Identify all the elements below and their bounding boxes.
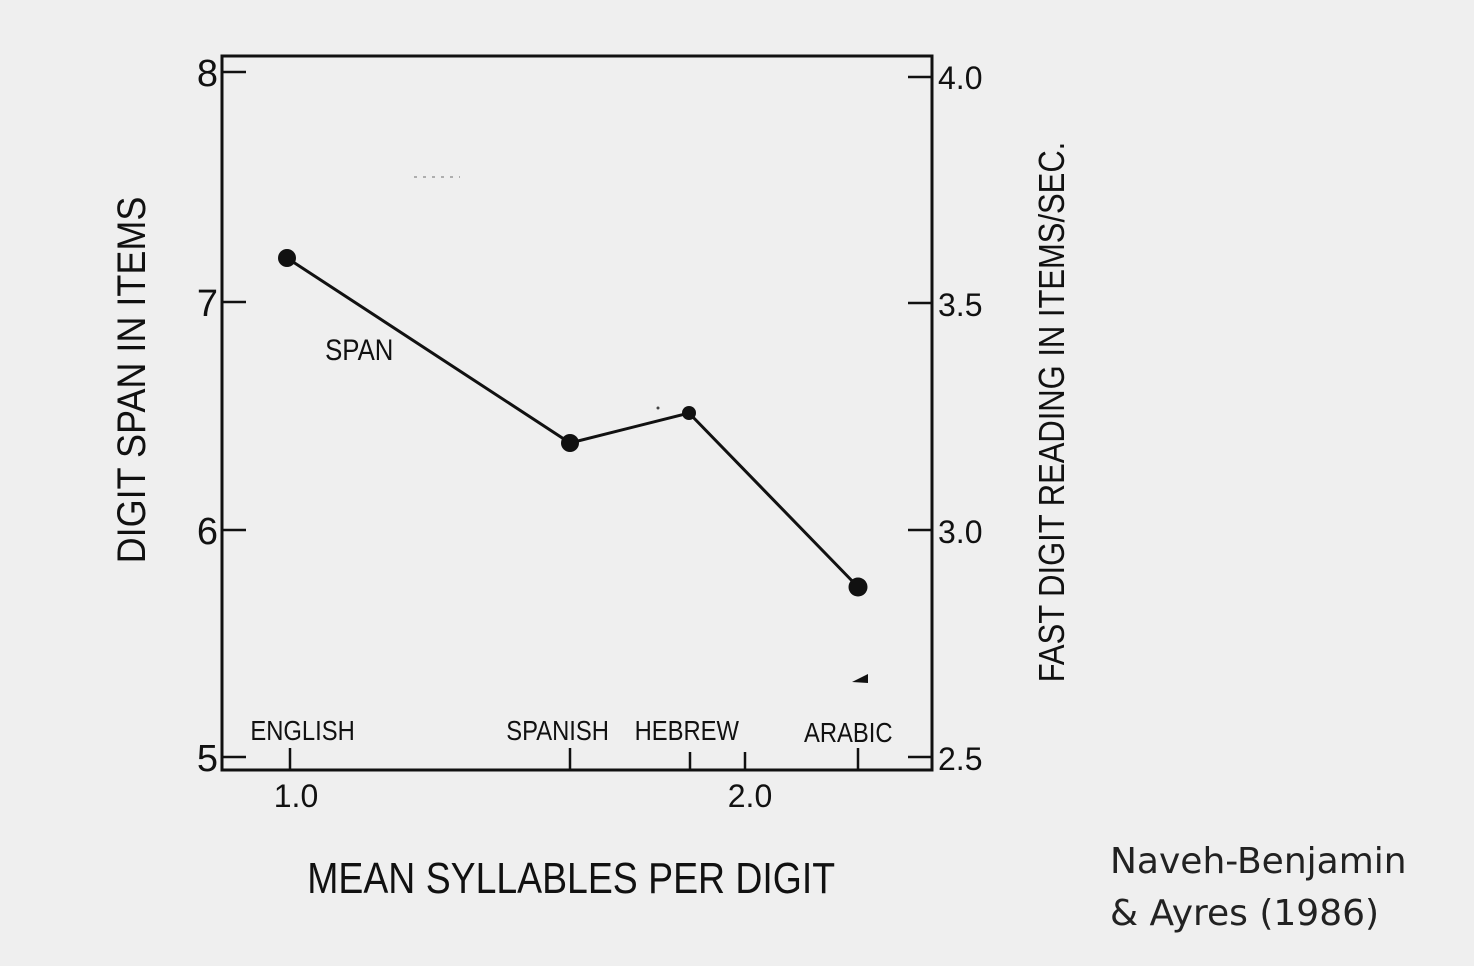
left-y-tick-labels: 8 7 6 5: [197, 53, 218, 780]
x-tick-1-0: 1.0: [274, 778, 318, 814]
citation-line-1: Naveh-Benjamin: [1110, 841, 1407, 882]
point-spanish: [561, 434, 579, 452]
y-axis-label: DIGIT SPAN IN ITEMS: [110, 197, 154, 564]
left-y-ticks: [222, 70, 246, 759]
right-y-ticks: [908, 75, 932, 759]
citation-line-2: & Ayres (1986): [1110, 893, 1380, 934]
x-axis-label: MEAN SYLLABLES PER DIGIT: [307, 853, 835, 903]
y-tick-6: 6: [197, 511, 218, 553]
plot-frame: [220, 54, 934, 772]
y2-tick-3-0: 3.0: [938, 514, 982, 550]
label-hebrew: HEBREW: [635, 714, 740, 746]
y2-tick-4-0: 4.0: [938, 60, 982, 96]
y2-axis-label: FAST DIGIT READING IN ITEMS/SEC.: [1033, 142, 1073, 683]
y-tick-8: 8: [197, 53, 218, 95]
y-tick-7: 7: [197, 283, 218, 325]
point-hebrew: [682, 406, 696, 420]
triangle-marker-icon: [852, 674, 868, 683]
y2-tick-3-5: 3.5: [938, 287, 982, 323]
stray-dot-mark: [656, 406, 660, 410]
span-series-markers: [278, 249, 868, 597]
series-label-span: SPAN: [325, 333, 393, 366]
label-english: ENGLISH: [250, 714, 354, 746]
language-labels: ENGLISH SPANISH HEBREW ARABIC: [250, 714, 892, 748]
citation: Naveh-Benjamin & Ayres (1986): [1110, 836, 1407, 940]
y-tick-5: 5: [197, 738, 218, 780]
label-arabic: ARABIC: [804, 716, 893, 748]
x-tick-2-0: 2.0: [728, 778, 772, 814]
point-english: [278, 249, 296, 267]
x-ticks: [288, 748, 860, 770]
x-tick-labels: 1.0 2.0: [274, 778, 772, 814]
point-arabic: [848, 577, 868, 597]
span-series-line: [286, 256, 860, 589]
right-y-tick-labels: 4.0 3.5 3.0 2.5: [938, 60, 982, 777]
y2-tick-2-5: 2.5: [938, 741, 982, 777]
label-spanish: SPANISH: [506, 714, 609, 746]
